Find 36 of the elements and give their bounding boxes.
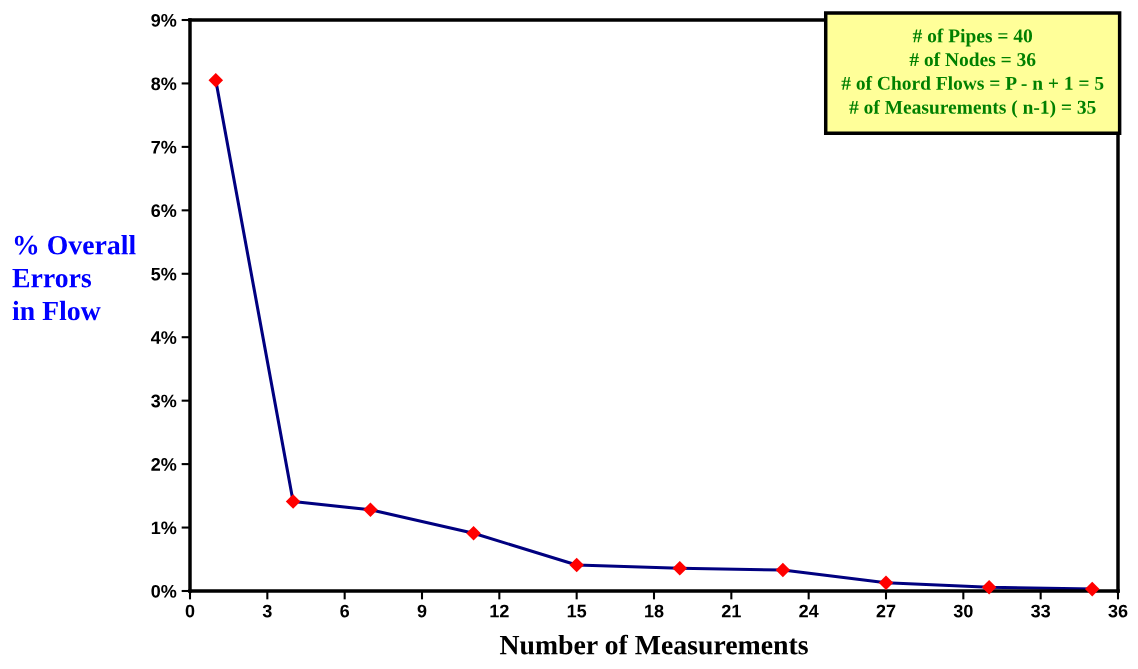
y-tick-label: 2%	[151, 458, 177, 471]
point	[878, 575, 894, 591]
x-tick-label: 12	[490, 604, 509, 618]
point	[672, 560, 688, 576]
x-tick-label: 18	[645, 604, 664, 618]
point	[466, 525, 481, 541]
point	[285, 494, 301, 509]
x-tick-label: 0	[185, 604, 195, 618]
y-tick-label: 5%	[151, 267, 177, 281]
y-tick-label: 1%	[151, 521, 177, 535]
x-tick-label: 9	[417, 604, 427, 618]
point	[208, 72, 224, 88]
y-tick-label: 0%	[151, 584, 177, 598]
y-axis-title: % Overall Errors in Flow	[12, 235, 136, 321]
y-tick-label: 3%	[151, 394, 177, 408]
annotation: # of Pipes = 40 # of Nodes = 36 # of Chord Flows = P - n + 1 = 5 # of Measurements ( n-1) = 35	[841, 28, 1104, 118]
point	[981, 579, 997, 595]
x-tick-label: 21	[721, 604, 741, 618]
y-tick-label: 7%	[151, 140, 177, 154]
x-tick-label: 15	[567, 604, 587, 618]
x-tick-label: 36	[1108, 604, 1128, 618]
point	[569, 557, 584, 573]
point	[363, 502, 378, 518]
point	[1084, 581, 1100, 597]
x-axis-title: Number of Measurements	[499, 634, 808, 655]
y-tick-label: 4%	[150, 331, 177, 344]
x-tick-label: 6	[340, 604, 350, 618]
y-tick-label: 8%	[151, 77, 177, 91]
x-tick-label: 27	[876, 604, 896, 618]
x-tick-label: 33	[1031, 604, 1051, 618]
x-tick-label: 30	[953, 604, 973, 618]
x-tick-label: 24	[799, 604, 819, 618]
y-tick-label: 6%	[151, 204, 177, 218]
y-tick-label: 9%	[151, 13, 177, 27]
point	[775, 562, 791, 578]
x-tick-label: 3	[262, 604, 272, 618]
